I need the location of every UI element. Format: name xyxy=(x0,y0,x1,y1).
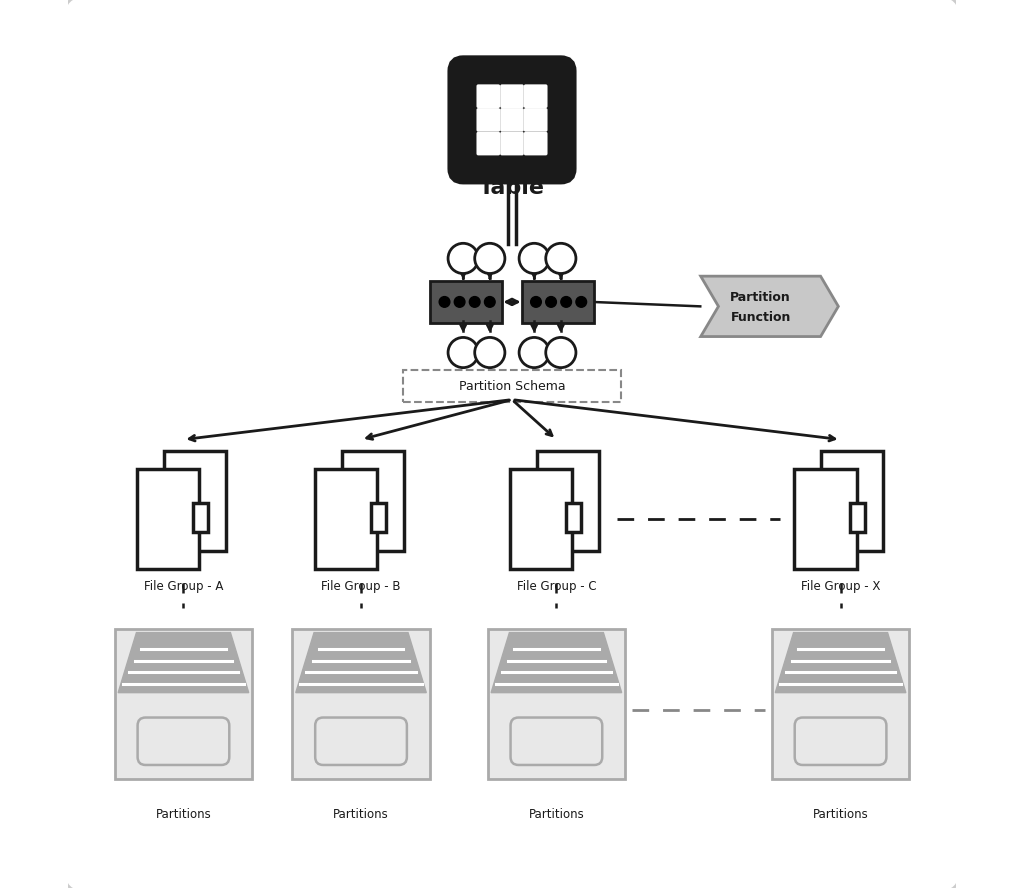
Circle shape xyxy=(530,297,542,307)
FancyBboxPatch shape xyxy=(795,718,887,765)
Circle shape xyxy=(484,297,496,307)
Polygon shape xyxy=(775,632,906,693)
FancyBboxPatch shape xyxy=(566,503,582,532)
FancyBboxPatch shape xyxy=(795,469,856,569)
FancyBboxPatch shape xyxy=(511,718,602,765)
FancyBboxPatch shape xyxy=(500,108,524,131)
FancyBboxPatch shape xyxy=(850,503,865,532)
FancyBboxPatch shape xyxy=(341,451,403,551)
Text: Partitions: Partitions xyxy=(813,808,868,821)
FancyBboxPatch shape xyxy=(137,469,200,569)
FancyBboxPatch shape xyxy=(314,469,377,569)
Circle shape xyxy=(575,297,587,307)
FancyBboxPatch shape xyxy=(476,108,500,131)
FancyBboxPatch shape xyxy=(522,281,594,323)
Polygon shape xyxy=(296,632,426,693)
Circle shape xyxy=(449,337,478,368)
Text: File Group - A: File Group - A xyxy=(143,580,223,593)
FancyBboxPatch shape xyxy=(524,84,548,108)
Circle shape xyxy=(519,337,549,368)
Circle shape xyxy=(561,297,571,307)
Circle shape xyxy=(469,297,480,307)
FancyBboxPatch shape xyxy=(821,451,883,551)
Circle shape xyxy=(475,243,505,274)
FancyBboxPatch shape xyxy=(315,718,407,765)
Circle shape xyxy=(455,297,465,307)
FancyBboxPatch shape xyxy=(164,451,226,551)
Circle shape xyxy=(475,337,505,368)
Text: File Group - C: File Group - C xyxy=(516,580,596,593)
Circle shape xyxy=(439,297,450,307)
FancyBboxPatch shape xyxy=(115,629,252,779)
Text: File Group - B: File Group - B xyxy=(322,580,400,593)
Polygon shape xyxy=(118,632,249,693)
FancyBboxPatch shape xyxy=(772,629,909,779)
FancyBboxPatch shape xyxy=(292,629,430,779)
FancyBboxPatch shape xyxy=(537,451,599,551)
Text: Partition Schema: Partition Schema xyxy=(459,380,565,392)
FancyBboxPatch shape xyxy=(137,718,229,765)
Polygon shape xyxy=(492,632,622,693)
FancyBboxPatch shape xyxy=(510,469,572,569)
FancyBboxPatch shape xyxy=(487,629,626,779)
Circle shape xyxy=(519,243,549,274)
FancyBboxPatch shape xyxy=(452,59,572,180)
Circle shape xyxy=(546,337,575,368)
FancyBboxPatch shape xyxy=(500,84,524,108)
FancyBboxPatch shape xyxy=(476,131,500,155)
Circle shape xyxy=(546,297,556,307)
FancyBboxPatch shape xyxy=(430,281,502,323)
Text: Partitions: Partitions xyxy=(156,808,211,821)
FancyBboxPatch shape xyxy=(524,108,548,131)
Text: Partitions: Partitions xyxy=(333,808,389,821)
FancyBboxPatch shape xyxy=(402,370,622,402)
FancyBboxPatch shape xyxy=(63,0,961,888)
Circle shape xyxy=(546,243,575,274)
Text: Function: Function xyxy=(730,311,791,323)
Circle shape xyxy=(449,243,478,274)
FancyBboxPatch shape xyxy=(371,503,386,532)
Text: File Group - X: File Group - X xyxy=(801,580,881,593)
Text: Partitions: Partitions xyxy=(528,808,585,821)
Polygon shape xyxy=(700,276,839,337)
FancyBboxPatch shape xyxy=(476,84,500,108)
Text: Table: Table xyxy=(479,178,545,198)
FancyBboxPatch shape xyxy=(500,131,524,155)
Text: Partition: Partition xyxy=(730,291,791,304)
FancyBboxPatch shape xyxy=(194,503,208,532)
FancyBboxPatch shape xyxy=(524,131,548,155)
